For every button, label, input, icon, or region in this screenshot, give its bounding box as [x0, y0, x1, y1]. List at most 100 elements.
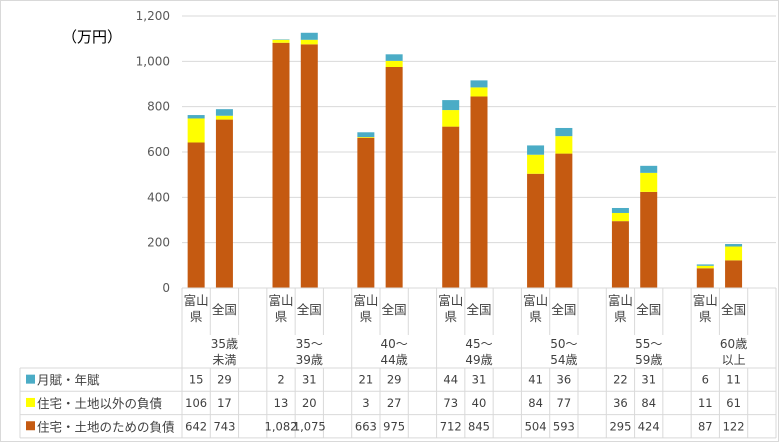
group-label: 44歳 [381, 353, 408, 367]
legend-label: 住宅・土地以外の負債 [37, 396, 162, 411]
bar-segment [357, 137, 375, 138]
table-cell: 77 [557, 396, 572, 410]
table-cell: 3 [362, 396, 369, 410]
bar-segment [640, 165, 658, 173]
category-label: 全国 [721, 302, 746, 317]
legend-key [26, 397, 35, 407]
bar-segment [611, 212, 629, 222]
bar-segment [527, 145, 545, 155]
category-label: 富山 [438, 293, 463, 308]
bar-segment [527, 154, 545, 174]
category-label: 富山 [268, 293, 293, 308]
group-label: 35～ [296, 337, 323, 351]
group-label: 39歳 [296, 353, 323, 367]
bar-segment [272, 42, 290, 288]
table-cell: 2 [277, 373, 284, 387]
bar-segment [640, 172, 658, 192]
table-cell: 22 [613, 373, 628, 387]
table-cell: 295 [609, 419, 631, 433]
category-label: 富山 [523, 293, 548, 308]
table-cell: 122 [723, 419, 745, 433]
table-cell: 504 [525, 419, 547, 433]
table-cell: 424 [638, 419, 660, 433]
bar-segment [187, 118, 205, 143]
bar-segment [470, 87, 488, 97]
group-label: 35歳 [211, 337, 238, 351]
y-tick-label: 400 [147, 190, 170, 204]
group-label: 60歳 [720, 337, 747, 351]
table-cell: 743 [213, 419, 235, 433]
group-label: 45～ [465, 337, 492, 351]
group-label: 以上 [722, 353, 746, 367]
category-label: 富山 [184, 293, 209, 308]
table-cell: 20 [302, 396, 317, 410]
category-label: 全国 [297, 302, 322, 317]
table-cell: 40 [472, 396, 487, 410]
table-cell: 36 [557, 373, 572, 387]
table-cell: 41 [528, 373, 543, 387]
table-cell: 845 [468, 419, 490, 433]
category-label: 県 [275, 309, 288, 324]
table-cell: 663 [355, 419, 377, 433]
bar-segment [385, 67, 403, 288]
table-cell: 975 [383, 419, 405, 433]
table-cell: 36 [613, 396, 628, 410]
category-label: 富山 [608, 293, 633, 308]
category-label: 県 [699, 309, 712, 324]
y-tick-label: 800 [147, 100, 170, 114]
group-label: 54歳 [550, 353, 577, 367]
category-label: 全国 [551, 302, 576, 317]
table-cell: 712 [440, 419, 462, 433]
category-label: 全国 [212, 302, 237, 317]
table-cell: 84 [528, 396, 543, 410]
bar-segment [272, 39, 290, 43]
table-cell: 11 [698, 396, 713, 410]
y-tick-label: 1,200 [136, 9, 170, 23]
bar-segment [385, 60, 403, 67]
table-cell: 84 [641, 396, 656, 410]
legend-label: 住宅・土地のための負債 [37, 419, 175, 434]
table-cell: 87 [698, 419, 713, 433]
bar-segment [187, 142, 205, 288]
category-label: 全国 [466, 302, 491, 317]
bar-segment [442, 110, 460, 127]
bar-segment [470, 80, 488, 88]
table-cell: 73 [443, 396, 458, 410]
bar-segment [300, 39, 318, 45]
category-label: 県 [444, 309, 457, 324]
category-label: 富山 [693, 293, 718, 308]
group-label: 49歳 [465, 353, 492, 367]
category-label: 全国 [636, 302, 661, 317]
category-label: 県 [360, 309, 373, 324]
bar-segment [470, 96, 488, 288]
bar-segment [696, 268, 714, 288]
bar-segment [357, 137, 375, 288]
group-label: 55～ [635, 337, 662, 351]
bar-segment [357, 132, 375, 138]
bar-segment [442, 100, 460, 111]
table-cell: 61 [726, 396, 741, 410]
table-cell: 642 [185, 419, 207, 433]
group-label: 50～ [550, 337, 577, 351]
bar-segment [300, 32, 318, 40]
bar-segment [640, 191, 658, 288]
bar-segment [555, 136, 573, 154]
bar-segment [187, 115, 205, 119]
table-cell: 1,082 [265, 419, 298, 433]
legend-key [26, 421, 35, 431]
y-tick-label: 0 [162, 281, 170, 295]
category-label: 県 [190, 309, 203, 324]
bar-segment [527, 173, 545, 288]
table-cell: 106 [185, 396, 207, 410]
legend-key [26, 374, 35, 384]
table-cell: 1,075 [293, 419, 326, 433]
bar-segment [555, 153, 573, 288]
group-label: 59歳 [635, 353, 662, 367]
bar-segment [696, 264, 714, 266]
table-cell: 593 [553, 419, 575, 433]
group-label: 未満 [212, 353, 236, 367]
table-cell: 13 [274, 396, 289, 410]
bar-segment [725, 244, 743, 247]
bar-segment [385, 54, 403, 61]
